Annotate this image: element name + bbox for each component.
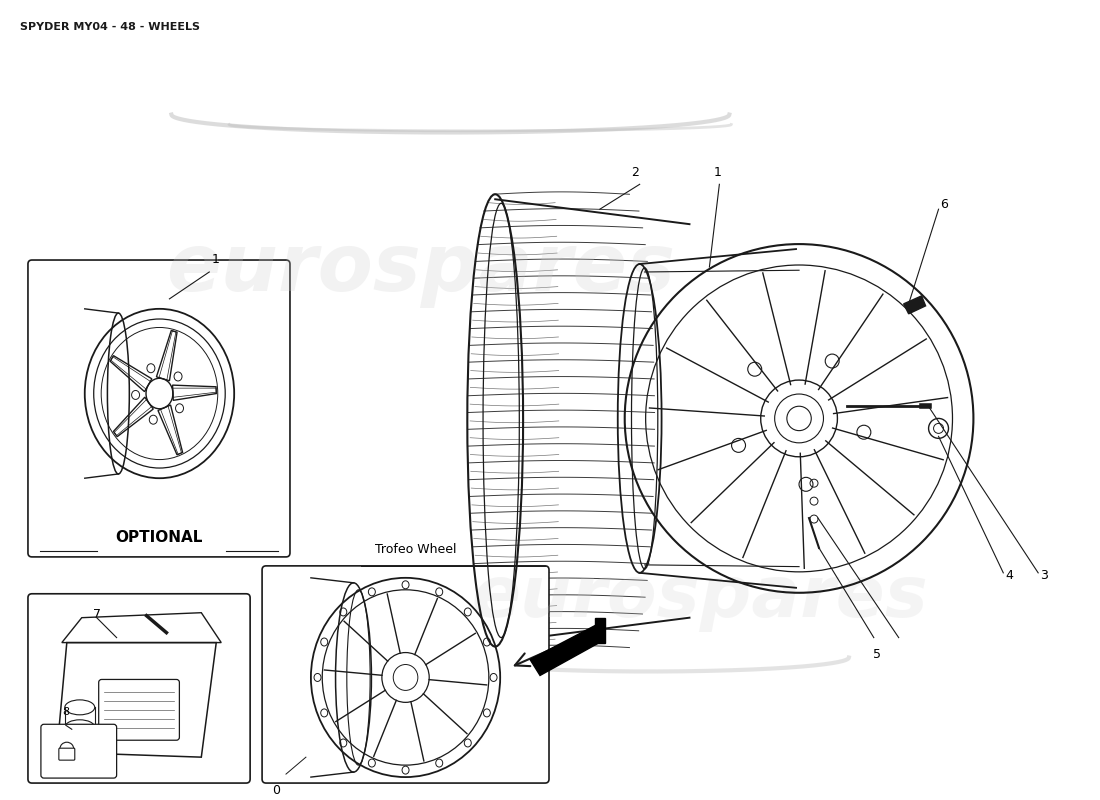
Polygon shape [595,618,605,642]
Text: 6: 6 [940,198,948,210]
FancyBboxPatch shape [58,748,75,760]
Text: OPTIONAL: OPTIONAL [114,530,202,545]
Text: 1: 1 [211,253,219,266]
FancyBboxPatch shape [99,679,179,740]
Text: 5: 5 [872,647,881,661]
Text: eurospares: eurospares [471,563,927,632]
Text: SPYDER MY04 - 48 - WHEELS: SPYDER MY04 - 48 - WHEELS [20,22,200,32]
Text: 4: 4 [1005,570,1013,582]
FancyBboxPatch shape [28,260,290,557]
Text: 7: 7 [92,608,101,621]
FancyBboxPatch shape [41,724,117,778]
Text: eurospares: eurospares [166,230,675,308]
Text: 3: 3 [1041,570,1048,582]
FancyBboxPatch shape [262,566,549,783]
Text: 0: 0 [272,784,280,797]
Text: 2: 2 [630,166,639,179]
Polygon shape [530,620,605,675]
Text: 8: 8 [63,707,69,718]
Text: 1: 1 [714,166,722,179]
Polygon shape [904,296,925,314]
Text: Trofeo Wheel: Trofeo Wheel [375,543,456,556]
Circle shape [786,406,812,430]
FancyBboxPatch shape [28,594,250,783]
